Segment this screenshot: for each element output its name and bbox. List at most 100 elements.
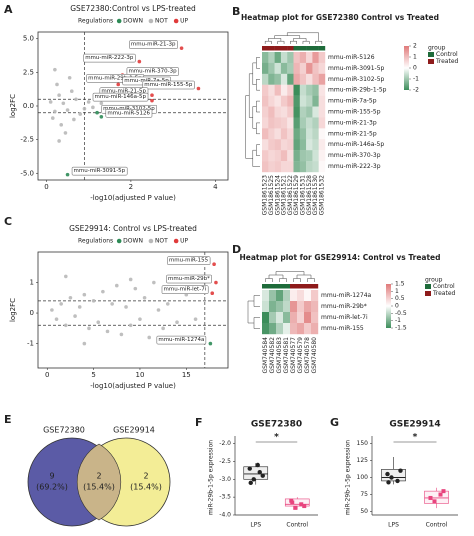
panel-letter: C xyxy=(4,215,12,228)
heatmap-cell xyxy=(280,62,288,75)
point xyxy=(137,59,142,64)
group-label: Treated xyxy=(432,290,456,297)
column-label: GSM1861525 xyxy=(268,175,275,216)
heatmap-cell xyxy=(306,150,313,162)
heatmap-cell xyxy=(318,73,326,85)
heatmap-cell xyxy=(312,150,319,162)
point xyxy=(68,295,73,300)
group-swatch xyxy=(428,59,434,64)
data-point xyxy=(248,480,253,486)
heatmap-cell xyxy=(268,62,275,75)
heatmap-cell xyxy=(293,128,300,140)
heatmap-cell xyxy=(299,128,307,140)
point-label-box xyxy=(161,285,209,294)
x-tick-label: Control xyxy=(286,522,308,529)
colorbar-label: -0.5 xyxy=(395,310,407,317)
y-tick-label: 150 xyxy=(357,440,369,447)
heatmap-cell xyxy=(268,106,275,118)
column-label: GSM740584 xyxy=(262,337,269,374)
point-label-box xyxy=(166,274,212,284)
data-point xyxy=(257,469,262,475)
point xyxy=(128,277,133,282)
legend-swatch xyxy=(116,18,122,24)
heatmap-cell xyxy=(268,161,275,173)
heatmap-cell xyxy=(262,117,269,129)
heatmap-cell xyxy=(268,84,275,96)
y-tick-label: 100 xyxy=(357,474,369,481)
data-point xyxy=(395,478,400,484)
heatmap-cell xyxy=(283,323,291,335)
group-bar xyxy=(276,284,284,289)
chart-title: GSE72380 xyxy=(251,420,302,430)
row-label: mmu-miR-7a-5p xyxy=(328,98,377,105)
point xyxy=(128,323,133,328)
colorbar-label: 0 xyxy=(395,303,399,310)
y-tick-label: -2.0 xyxy=(219,440,231,447)
y-tick-label: 75 xyxy=(360,491,368,498)
point xyxy=(53,109,57,114)
group-bar xyxy=(283,284,291,289)
group-label: Control xyxy=(433,283,455,290)
chart-title: GSE29914: Control vs LPS-treated xyxy=(69,224,197,233)
significance: * xyxy=(274,433,279,443)
point xyxy=(101,289,105,294)
row-label: mmu-miR-29b* xyxy=(321,303,367,310)
point xyxy=(69,89,74,93)
heatmap-cell xyxy=(318,62,326,75)
heatmap-cell xyxy=(262,301,270,313)
heatmap-cell xyxy=(274,73,282,85)
heatmap-cell xyxy=(290,290,298,302)
heatmap-cell xyxy=(280,150,288,162)
point xyxy=(61,101,66,106)
point xyxy=(57,139,61,143)
heatmap-cell xyxy=(293,62,300,75)
point xyxy=(65,108,70,112)
point xyxy=(208,341,213,346)
y-tick-label: 5.0 xyxy=(23,35,34,43)
colorbar-label: -1 xyxy=(413,76,419,83)
heatmap-cell xyxy=(268,52,275,64)
heatmap-cell xyxy=(312,73,319,85)
x-tick-label: 15 xyxy=(182,371,191,379)
row-label: mmu-miR-146a-5p xyxy=(328,141,384,148)
heatmap-cell xyxy=(268,117,275,129)
heatmap-cell xyxy=(274,52,282,64)
point xyxy=(82,106,87,111)
heatmap-cell xyxy=(297,301,305,313)
point-label-box xyxy=(156,335,207,345)
x-tick-label: Control xyxy=(426,522,448,529)
colorbar xyxy=(404,46,409,90)
heatmap-cell xyxy=(297,290,305,302)
heatmap-cell xyxy=(276,312,284,324)
data-point xyxy=(441,489,446,494)
point-label-box xyxy=(142,80,195,90)
heatmap-cell xyxy=(318,106,326,118)
heatmap-cell xyxy=(318,161,326,173)
heatmap-cell xyxy=(287,84,294,96)
heatmap-cell xyxy=(293,161,300,173)
panel-letter: E xyxy=(4,413,12,426)
point xyxy=(86,100,91,104)
point-label-box xyxy=(129,40,178,49)
colorbar-label: -1.5 xyxy=(395,325,407,332)
y-tick-label: -4.0 xyxy=(219,512,231,519)
box xyxy=(381,469,406,482)
heatmap-cell xyxy=(262,84,269,96)
heatmap-cell xyxy=(304,323,312,335)
row-label: mmu-miR-29b-1-5p xyxy=(328,87,387,94)
heatmap-cell xyxy=(318,117,326,129)
heatmap-cell xyxy=(318,95,326,107)
group-label: Control xyxy=(436,51,458,58)
point xyxy=(99,114,104,119)
point xyxy=(142,295,147,300)
heatmap-cell xyxy=(287,106,294,118)
point xyxy=(116,82,121,87)
panel-letter: A xyxy=(4,3,13,16)
heatmap-cell xyxy=(311,323,319,335)
venn-count: 2 xyxy=(96,472,101,481)
column-label: GSM740579 xyxy=(297,337,304,374)
colorbar-label: -2 xyxy=(413,87,419,94)
point xyxy=(212,262,216,267)
column-label: GSM1861529 xyxy=(293,175,300,216)
heatmap-cell xyxy=(290,301,298,313)
